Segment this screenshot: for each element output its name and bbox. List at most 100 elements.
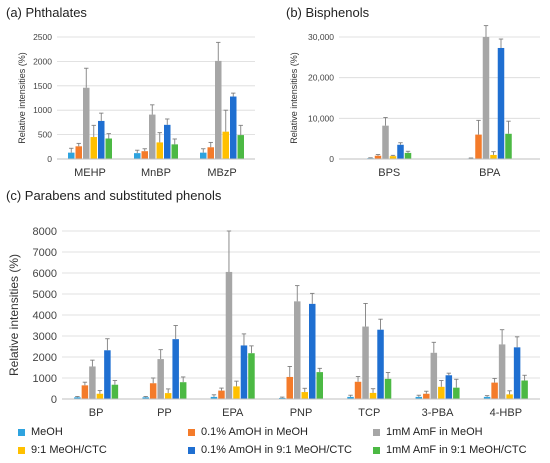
panel-a-title: (a) Phthalates [6, 5, 87, 20]
bar [142, 397, 149, 399]
y-tick-label: 3000 [33, 331, 57, 343]
bar [294, 301, 301, 399]
y-tick-label: 1000 [33, 373, 57, 385]
x-tick-label: PNP [290, 407, 313, 419]
bar [89, 366, 96, 399]
y-tick-label: 4000 [33, 310, 57, 322]
bar [491, 382, 498, 399]
bar [96, 393, 104, 399]
bar [222, 131, 229, 159]
x-tick-label: MBzP [207, 167, 236, 179]
y-tick-label: 8000 [33, 226, 57, 238]
legend-label-amoh-meoh-ctc: 0.1% AmOH in 9:1 MeOH/CTC [201, 444, 352, 457]
bar [75, 146, 82, 159]
bar [225, 271, 233, 399]
legend-swatch-amoh-meoh-ctc [188, 446, 195, 454]
bar [453, 387, 460, 399]
bar [164, 124, 171, 159]
bar [279, 397, 286, 399]
legend-item-amf-meoh: 1mM AmF in MeOH [373, 426, 483, 438]
x-tick-label: 3-PBA [422, 407, 454, 419]
bar [369, 392, 377, 399]
bar [90, 137, 97, 159]
legend-item-amoh-meoh-ctc: 0.1% AmOH in 9:1 MeOH/CTC [188, 444, 352, 456]
y-tick-label: 0 [47, 154, 52, 164]
bar [438, 386, 445, 399]
y-tick-label: 1500 [33, 81, 52, 91]
legend-label-amoh-meoh: 0.1% AmOH in MeOH [201, 426, 308, 439]
bar [309, 303, 316, 399]
y-tick-label: 2000 [33, 56, 52, 66]
bar [430, 352, 438, 399]
bar [171, 144, 178, 159]
x-tick-label: MnBP [141, 167, 171, 179]
bar [384, 378, 392, 399]
bar [149, 383, 157, 399]
bar [513, 347, 521, 399]
y-tick-label: 20,000 [308, 73, 334, 83]
bar [164, 393, 172, 399]
bar [218, 390, 225, 399]
bar [506, 394, 513, 399]
x-tick-label: TCP [358, 407, 380, 419]
y-tick-label: 7000 [33, 247, 57, 259]
bar [497, 47, 505, 160]
bar [172, 339, 179, 399]
bar [521, 380, 528, 399]
y-tick-label: 0 [51, 394, 57, 406]
bar [354, 381, 362, 399]
y-tick-label: 1000 [33, 105, 52, 115]
x-tick-label: 4-HBP [490, 407, 522, 419]
y-tick-label: 0 [329, 154, 334, 164]
bar [68, 152, 75, 159]
x-tick-label: BPS [378, 167, 400, 179]
bar [286, 376, 293, 399]
bar [475, 134, 482, 159]
panel-c-title: (c) Parabens and substituted phenols [6, 188, 222, 203]
y-tick-label: 2500 [33, 32, 52, 42]
legend-label-meoh-ctc: 9:1 MeOH/CTC [31, 444, 107, 457]
bar [404, 152, 412, 159]
y-tick-label: 5000 [33, 289, 57, 301]
bar [389, 156, 397, 159]
bar [498, 344, 506, 399]
legend: MeOH 0.1% AmOH in MeOH 1mM AmF in MeOH 9… [18, 426, 548, 462]
bar [210, 396, 218, 399]
legend-label-amf-meoh: 1mM AmF in MeOH [386, 426, 483, 439]
bar [105, 138, 112, 159]
x-tick-label: BP [89, 407, 104, 419]
y-axis-label: Relative intensities (%) [289, 52, 299, 144]
bar [179, 382, 187, 399]
y-tick-label: 500 [38, 130, 52, 140]
y-tick-label: 30,000 [308, 32, 334, 42]
legend-item-amoh-meoh: 0.1% AmOH in MeOH [188, 426, 308, 438]
bar [157, 359, 164, 399]
bar [156, 142, 163, 159]
bar [134, 153, 141, 159]
bar [362, 326, 369, 399]
x-tick-label: BPA [479, 167, 501, 179]
legend-label-amf-meoh-ctc: 1mM AmF in 9:1 MeOH/CTC [386, 444, 527, 457]
bar [505, 133, 512, 159]
legend-swatch-meoh [18, 428, 25, 436]
bar [233, 386, 240, 399]
legend-swatch-amf-meoh-ctc [373, 446, 380, 454]
bar [111, 384, 119, 399]
bar [74, 397, 81, 399]
bar [347, 396, 354, 399]
x-tick-label: PP [157, 407, 172, 419]
bar [377, 329, 384, 399]
y-axis-label: Relative intensities (%) [7, 254, 21, 376]
bar [230, 96, 237, 159]
bar [248, 353, 255, 399]
bar [141, 151, 148, 159]
bar [215, 60, 222, 159]
legend-swatch-amf-meoh [373, 428, 380, 436]
bar [374, 155, 382, 159]
bar [98, 120, 105, 159]
bar [240, 345, 248, 399]
panel-b-title: (b) Bisphenols [286, 5, 370, 20]
bar [301, 392, 308, 399]
bar [423, 393, 430, 399]
